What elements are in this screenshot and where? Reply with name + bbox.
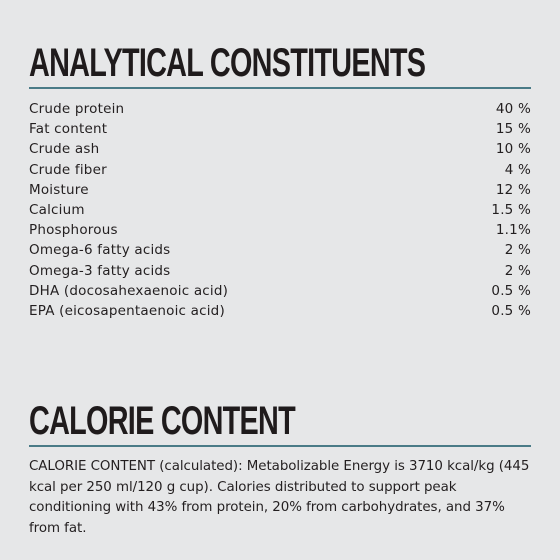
constituent-row: DHA (docosahexaenoic acid) 0.5 % (29, 281, 531, 301)
constituent-label: Calcium (29, 202, 85, 219)
constituent-label: Phosphorous (29, 222, 118, 239)
constituents-list: Crude protein 40 % Fat content 15 % Crud… (29, 99, 531, 321)
constituent-label: Omega-6 fatty acids (29, 242, 171, 259)
constituent-value: 40 % (495, 101, 531, 118)
constituent-row: Moisture 12 % (29, 180, 531, 200)
analytical-constituents-heading: ANALYTICAL CONSTITUENTS (29, 41, 426, 85)
constituent-row: EPA (eicosapentaenoic acid) 0.5 % (29, 301, 531, 321)
constituent-value: 1.5 % (491, 202, 531, 219)
constituent-value: 15 % (495, 121, 531, 138)
constituent-row: Omega-6 fatty acids 2 % (29, 240, 531, 260)
constituent-label: Omega-3 fatty acids (29, 262, 171, 279)
constituent-label: EPA (eicosapentaenoic acid) (29, 302, 225, 319)
constituent-value: 10 % (495, 141, 531, 158)
constituent-row: Calcium 1.5 % (29, 200, 531, 220)
analytical-constituents-section: ANALYTICAL CONSTITUENTS Crude protein 40… (29, 41, 531, 321)
constituent-label: Crude fiber (29, 161, 107, 178)
calorie-heading-divider (29, 445, 531, 447)
constituent-value: 2 % (504, 242, 531, 259)
constituent-label: Crude ash (29, 141, 100, 158)
constituent-row: Crude fiber 4 % (29, 160, 531, 180)
constituent-value: 12 % (495, 181, 531, 198)
constituent-row: Crude protein 40 % (29, 99, 531, 119)
constituent-row: Phosphorous 1.1% (29, 220, 531, 240)
analytical-heading-divider (29, 87, 531, 89)
constituent-label: Fat content (29, 121, 108, 138)
constituent-value: 2 % (504, 262, 531, 279)
calorie-content-heading: CALORIE CONTENT (29, 399, 296, 443)
constituent-value: 0.5 % (491, 302, 531, 319)
calorie-content-text: CALORIE CONTENT (calculated): Metaboliza… (29, 459, 530, 536)
constituent-label: DHA (docosahexaenoic acid) (29, 282, 229, 299)
constituent-value: 1.1% (495, 222, 531, 239)
constituent-row: Crude ash 10 % (29, 139, 531, 159)
constituent-label: Crude protein (29, 101, 125, 118)
constituent-value: 0.5 % (491, 282, 531, 299)
constituent-row: Omega-3 fatty acids 2 % (29, 261, 531, 281)
constituent-row: Fat content 15 % (29, 119, 531, 139)
constituent-value: 4 % (504, 161, 531, 178)
calorie-content-section: CALORIE CONTENT CALORIE CONTENT (calcula… (29, 399, 531, 539)
constituent-label: Moisture (29, 181, 89, 198)
